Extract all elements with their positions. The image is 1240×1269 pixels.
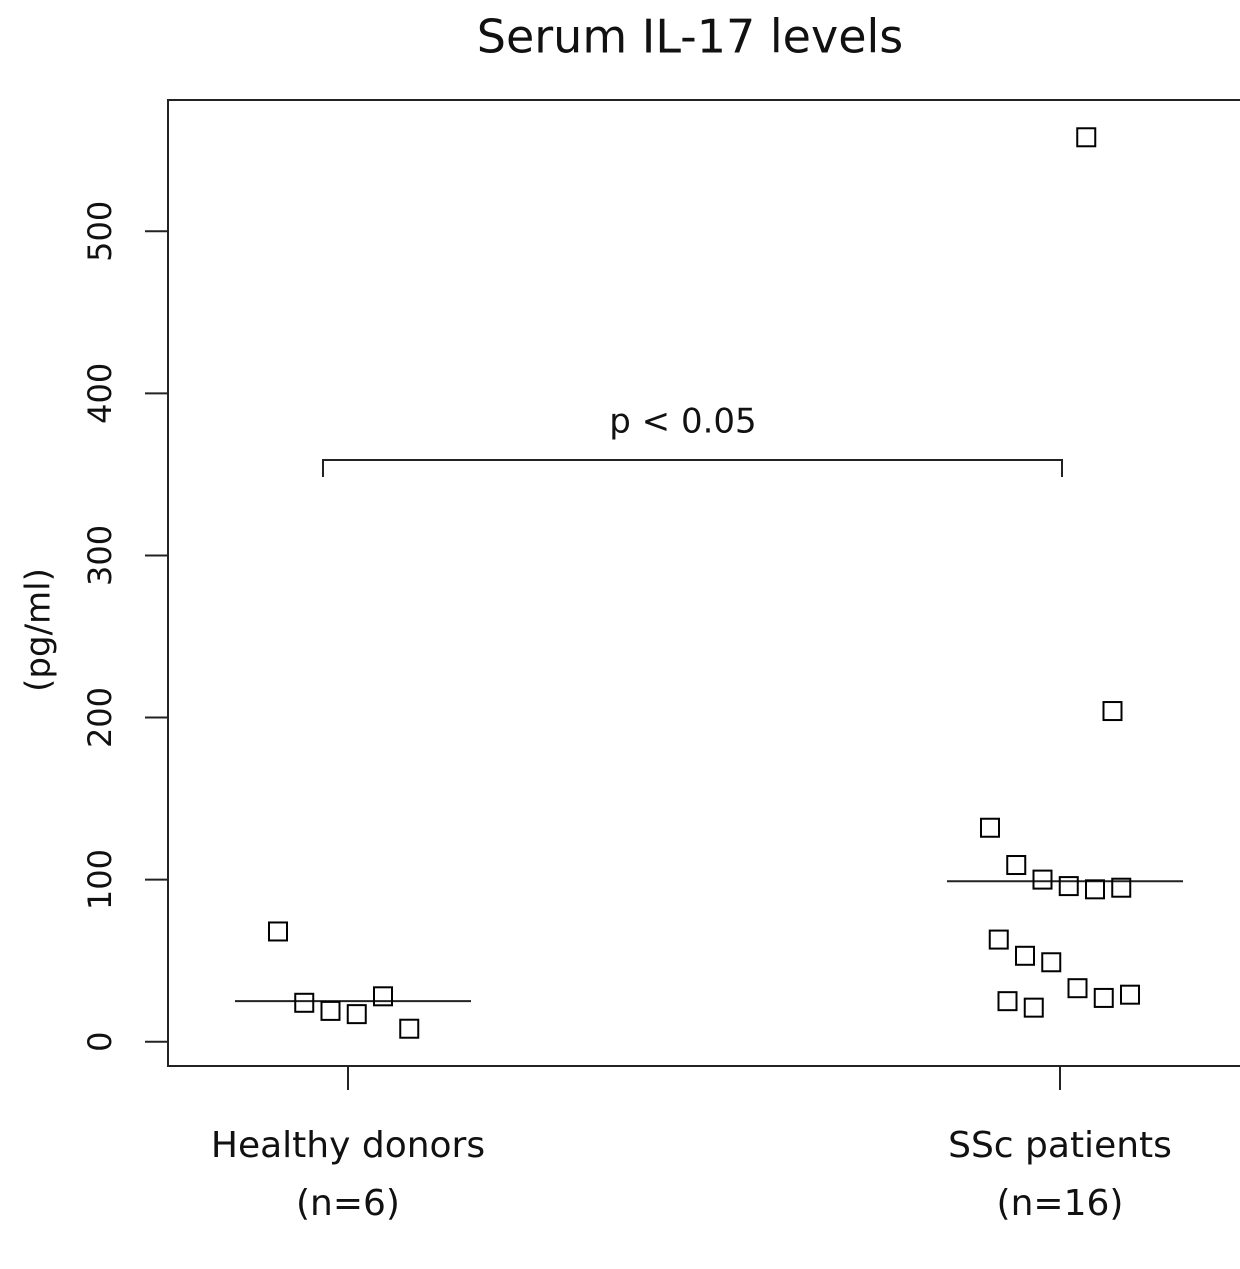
x-tick-label: Healthy donors xyxy=(211,1125,485,1166)
x-tick-note: (n=6) xyxy=(296,1183,400,1224)
point xyxy=(988,929,1009,950)
point xyxy=(373,986,393,1007)
y-axis-label: (pg/ml) xyxy=(19,568,59,692)
y-tick-label: 200 xyxy=(81,687,119,748)
point xyxy=(1041,952,1062,973)
point xyxy=(399,1018,420,1039)
point xyxy=(1076,127,1097,148)
x-tick-note: (n=16) xyxy=(997,1183,1124,1224)
point xyxy=(1006,855,1027,876)
point xyxy=(268,921,288,942)
point xyxy=(1058,876,1079,897)
significance-bracket xyxy=(322,459,1063,477)
point xyxy=(320,1000,341,1021)
point xyxy=(1085,879,1105,900)
y-tick-label: 300 xyxy=(81,525,119,586)
point xyxy=(1111,877,1132,898)
point xyxy=(346,1004,367,1025)
point xyxy=(980,817,1000,838)
y-tick-label: 0 xyxy=(81,1032,119,1052)
y-tick-label: 400 xyxy=(81,363,119,424)
point xyxy=(1067,978,1088,999)
point xyxy=(1102,701,1123,722)
point xyxy=(1015,945,1035,966)
y-tick-label: 500 xyxy=(81,201,119,262)
x-tick-label: SSc patients xyxy=(948,1125,1172,1166)
chart-title: Serum IL-17 levels xyxy=(477,10,904,64)
point xyxy=(1120,984,1140,1005)
point xyxy=(294,992,315,1013)
point xyxy=(997,991,1018,1012)
significance-label: p < 0.05 xyxy=(609,402,756,442)
y-tick-label: 100 xyxy=(81,849,119,910)
point xyxy=(1023,997,1044,1018)
plot-frame xyxy=(167,99,1240,1067)
point xyxy=(1032,869,1053,890)
point xyxy=(1093,987,1114,1008)
